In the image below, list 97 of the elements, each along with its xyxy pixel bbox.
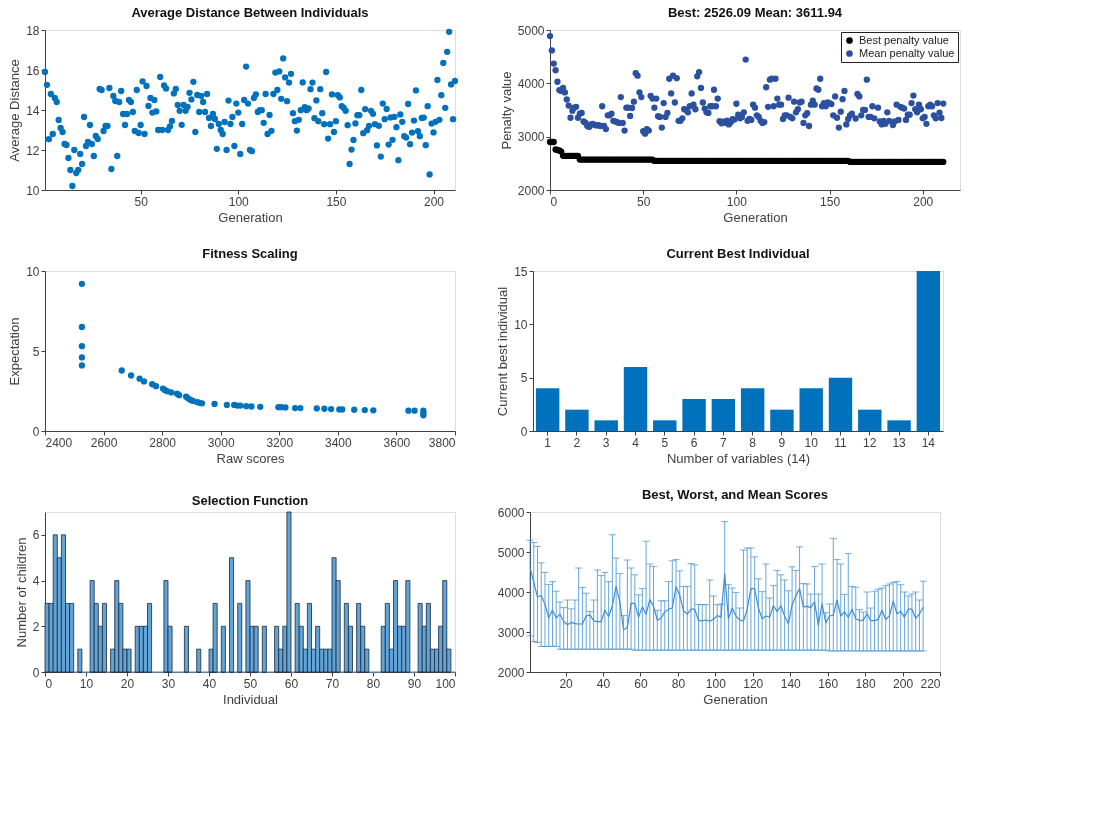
y-tick-label: 5 [32, 344, 40, 359]
x-tick-label: 200 [913, 194, 934, 209]
y-tick-label: 0 [32, 665, 40, 680]
y-tick-label: 10 [514, 317, 528, 332]
y-tick-label: 18 [26, 23, 40, 38]
x-tick-label: 6 [690, 435, 698, 450]
x-tick-label: 160 [818, 676, 839, 691]
x-tick-label: 140 [780, 676, 802, 691]
chart-title: Best: 2526.09 Mean: 3611.94 [667, 5, 843, 20]
y-axis-title: Expectation [7, 317, 23, 386]
y-tick-label: 3000 [497, 625, 525, 640]
x-axis-title: Number of variables (14) [666, 450, 811, 466]
y-tick-label: 5000 [517, 23, 545, 38]
x-tick-label: 14 [921, 435, 936, 450]
x-tick-label: 2600 [90, 435, 118, 450]
x-axis-title: Generation [703, 691, 768, 707]
x-tick-label: 10 [804, 435, 819, 450]
x-tick-label: 1 [544, 435, 552, 450]
x-tick-label: 7 [720, 435, 728, 450]
x-tick-label: 0 [45, 676, 53, 691]
y-tick-label: 2000 [517, 183, 545, 198]
x-tick-label: 30 [161, 676, 176, 691]
y-axis-title: Number of children [13, 537, 29, 648]
chart-title: Fitness Scaling [202, 246, 298, 261]
x-axis-title: Generation [218, 209, 283, 225]
x-tick-label: 10 [79, 676, 94, 691]
x-tick-label: 220 [920, 676, 941, 691]
x-tick-label: 60 [634, 676, 648, 691]
y-tick-label: 6 [32, 528, 40, 543]
x-tick-label: 100 [435, 676, 456, 691]
x-tick-label: 180 [855, 676, 876, 691]
x-tick-label: 20 [559, 676, 574, 691]
x-tick-label: 100 [228, 194, 250, 209]
y-tick-label: 2 [32, 619, 40, 634]
chart-title: Current Best Individual [666, 246, 810, 261]
x-tick-label: 3200 [266, 435, 294, 450]
x-tick-label: 8 [749, 435, 757, 450]
chart-title: Best, Worst, and Mean Scores [641, 487, 829, 502]
legend-label: Best penalty value [859, 33, 949, 46]
x-tick-label: 150 [820, 194, 841, 209]
y-tick-label: 2000 [497, 665, 525, 680]
x-axis-title: Generation [723, 209, 788, 225]
x-tick-label: 9 [778, 435, 786, 450]
x-tick-label: 2 [573, 435, 581, 450]
x-tick-label: 5 [661, 435, 669, 450]
y-tick-label: 4 [32, 574, 40, 589]
x-tick-label: 90 [407, 676, 422, 691]
x-tick-label: 50 [134, 194, 149, 209]
x-tick-label: 4 [632, 435, 640, 450]
x-tick-label: 50 [637, 194, 651, 209]
x-tick-label: 80 [366, 676, 381, 691]
x-tick-label: 200 [424, 194, 445, 209]
y-tick-label: 15 [514, 264, 528, 279]
chart-title: Average Distance Between Individuals [131, 5, 369, 20]
x-axis-title: Individual [223, 691, 279, 707]
x-tick-label: 0 [550, 194, 558, 209]
y-tick-label: 3000 [517, 130, 545, 145]
x-tick-label: 3400 [325, 435, 353, 450]
x-tick-label: 3800 [428, 435, 456, 450]
x-tick-label: 13 [892, 435, 907, 450]
x-tick-label: 40 [596, 676, 611, 691]
x-tick-label: 200 [893, 676, 914, 691]
x-tick-label: 11 [834, 435, 848, 450]
y-axis-title: Current best individual [495, 286, 511, 417]
x-tick-label: 20 [120, 676, 135, 691]
y-tick-label: 6000 [497, 505, 525, 520]
x-tick-label: 3 [602, 435, 610, 450]
y-tick-label: 12 [26, 143, 40, 158]
x-tick-label: 50 [243, 676, 258, 691]
x-tick-label: 70 [325, 676, 340, 691]
x-tick-label: 3600 [383, 435, 411, 450]
x-tick-label: 100 [726, 194, 748, 209]
y-tick-label: 0 [32, 424, 40, 439]
x-axis-title: Raw scores [216, 450, 285, 466]
y-axis-title: Average Distance [7, 59, 23, 162]
x-tick-label: 120 [743, 676, 764, 691]
y-tick-label: 4000 [517, 76, 545, 91]
x-tick-label: 100 [705, 676, 727, 691]
y-tick-label: 4000 [497, 585, 525, 600]
y-axis-title: Penalty value [498, 71, 514, 150]
x-tick-label: 80 [671, 676, 686, 691]
x-tick-label: 2400 [45, 435, 73, 450]
x-tick-label: 40 [202, 676, 217, 691]
x-tick-label: 3000 [207, 435, 235, 450]
y-tick-label: 5000 [497, 545, 525, 560]
chart-title: Selection Function [191, 492, 309, 508]
x-tick-label: 12 [863, 435, 877, 450]
x-tick-label: 150 [326, 194, 347, 209]
y-tick-label: 10 [26, 183, 40, 198]
y-tick-label: 16 [26, 63, 40, 78]
y-tick-label: 10 [26, 264, 40, 279]
y-tick-label: 5 [520, 371, 528, 386]
y-tick-label: 14 [26, 103, 40, 118]
x-tick-label: 60 [284, 676, 299, 691]
x-tick-label: 2800 [149, 435, 177, 450]
y-tick-label: 0 [520, 424, 528, 439]
legend-label: Mean penalty value [859, 46, 955, 59]
